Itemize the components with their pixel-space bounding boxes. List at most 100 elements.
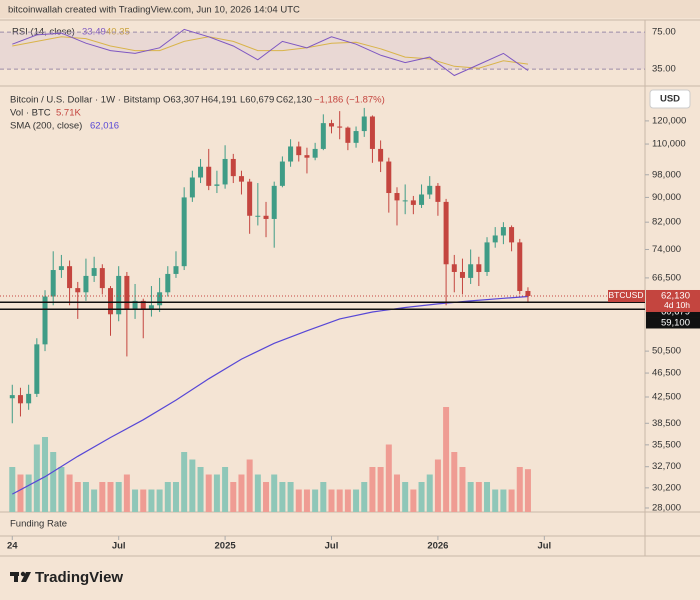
volume-bar [189,459,196,512]
candle-body [140,300,146,310]
volume-bar [107,482,114,512]
volume-bar [353,489,360,512]
y-tick-label: 30,200 [652,482,681,493]
symbol-label: BTCUSD [609,290,644,300]
volume-bar [181,452,188,512]
volume-bar [230,482,237,512]
volume-bar [492,489,499,512]
volume-bar [377,467,384,512]
y-tick-label: 32,700 [652,461,681,472]
candle-body [263,215,269,219]
candle-body [476,264,482,272]
candle-body [337,126,343,128]
candle-body [157,292,163,306]
volume-bar [418,482,425,512]
candle-body [67,266,73,289]
volume-bar [58,467,65,512]
candle-body [419,194,425,205]
volume-bar [140,489,147,512]
candle-body [132,300,138,310]
candle-body [525,290,531,296]
candle-body [26,393,32,404]
symbol-box [608,289,645,302]
candle-body [189,177,195,198]
y-tick-label: 50,500 [652,346,681,357]
volume-bar [361,482,368,512]
rsi-line [12,28,529,77]
candle-body [427,185,433,195]
volume-bar [484,482,491,512]
unit-box[interactable] [649,89,691,109]
candle-body [271,185,277,219]
candle-body [116,275,122,315]
x-tick-label: 2026 [427,541,448,552]
candle-body [468,264,474,278]
volume-bar [287,482,294,512]
volume-bar [475,482,482,512]
volume-bar [66,474,73,512]
y-tick-label: 28,000 [652,502,681,513]
logo-shape [21,572,31,582]
volume-bar [467,482,474,512]
y-tick-label: 42,500 [652,392,681,403]
y-tick-label: 82,000 [652,217,681,228]
volume-bar [164,482,171,512]
candle-body [459,271,465,278]
volume-bar [369,467,376,512]
y-tick-label: 38,500 [652,418,681,429]
candle-body [50,270,56,297]
candle-body [198,166,204,178]
credit: bitcoinwallah created with TradingView.c… [8,5,300,16]
price-title: Bitcoin / U.S. Dollar · 1W · Bitstamp [10,95,160,106]
volume-bar [459,467,466,512]
brand: TradingView [35,569,123,586]
x-tick-label: 24 [7,541,18,552]
candle-body [58,266,64,271]
candle-body [296,146,302,156]
volume-bar [320,482,327,512]
volume-bar [312,489,319,512]
volume-bar [451,452,458,512]
volume-bar [402,482,409,512]
volume-bar [271,474,278,512]
volume-bar [197,467,204,512]
y-tick-label: 46,500 [652,368,681,379]
volume-bar [17,474,24,512]
countdown-label: 4d 10h [664,300,690,310]
logo [10,571,31,582]
candle-body [345,127,351,143]
candle-body [492,235,498,243]
level-label: 60,679 [661,307,690,318]
volume-bar [148,489,155,512]
price-label: 62,130 [661,291,690,302]
candle-body [410,200,416,205]
volume-bar [344,489,351,512]
candle-body [361,116,367,132]
volume-bar [500,489,507,512]
volume-bar [172,482,179,512]
candle-body [108,288,114,315]
axis-unit[interactable]: USD [660,94,680,105]
volume-value: 5.71K [56,108,81,119]
volume-bar [50,452,57,512]
y-tick-label: 74,000 [652,244,681,255]
candle-body [165,273,171,293]
volume-bar [426,474,433,512]
rsi-tick-label: 35.00 [652,64,676,75]
volume-bar [132,489,139,512]
y-tick-label: 120,000 [652,115,686,126]
candle-body [255,215,261,217]
candle-body [402,200,408,202]
volume-bar [115,482,122,512]
candle-body [148,305,154,310]
candle-body [83,275,89,293]
candle-body [9,395,15,399]
funding-rate-label: Funding Rate [10,519,67,530]
legend-open: O63,307 [163,95,199,106]
volume-bar [74,482,81,512]
rsi-band [0,32,645,70]
candle-body [435,185,441,202]
candle-body [369,116,375,149]
candle-body [378,148,384,162]
